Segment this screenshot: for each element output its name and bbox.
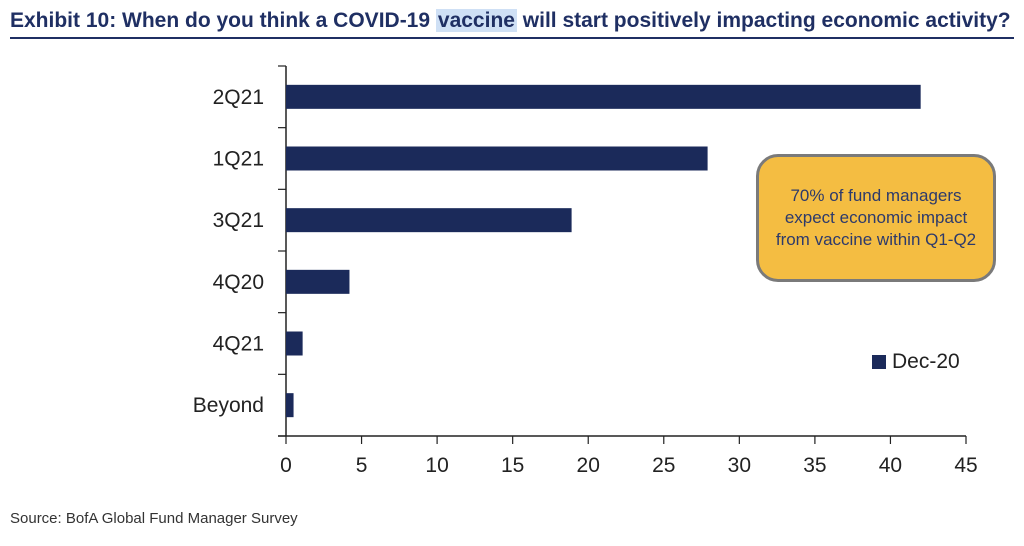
legend-swatch	[872, 355, 886, 369]
x-tick-label: 40	[879, 454, 902, 477]
category-label: 2Q21	[213, 86, 264, 109]
title-part-1: Exhibit 10: When do you think a COVID-19	[10, 9, 436, 32]
bar	[286, 146, 708, 171]
chart-title: Exhibit 10: When do you think a COVID-19…	[10, 4, 1014, 38]
title-highlight: vaccine	[435, 9, 517, 32]
bar	[286, 208, 572, 233]
x-tick-label: 20	[577, 454, 600, 477]
category-label: 4Q20	[213, 271, 264, 294]
x-tick-label: 0	[280, 454, 292, 477]
title-part-2: will start positively impacting economic…	[516, 9, 1011, 32]
category-label: 4Q21	[213, 333, 264, 356]
bar	[286, 393, 294, 418]
category-label: 3Q21	[213, 209, 264, 232]
bar	[286, 84, 921, 109]
x-tick-label: 35	[803, 454, 826, 477]
x-tick-label: 10	[425, 454, 448, 477]
source-note: Source: BofA Global Fund Manager Survey	[10, 510, 298, 527]
x-tick-label: 5	[356, 454, 368, 477]
bar	[286, 331, 303, 356]
bar	[286, 269, 350, 294]
x-tick-label: 30	[728, 454, 751, 477]
callout-box: 70% of fund managers expect economic imp…	[756, 154, 996, 282]
x-tick-label: 25	[652, 454, 675, 477]
legend: Dec-20	[872, 348, 960, 376]
category-label: 1Q21	[213, 148, 264, 171]
x-tick-label: 15	[501, 454, 524, 477]
callout-text: 70% of fund managers expect economic imp…	[775, 186, 977, 249]
title-rule	[10, 37, 1014, 39]
category-label: Beyond	[193, 394, 264, 417]
x-tick-label: 45	[954, 454, 977, 477]
legend-label: Dec-20	[892, 350, 960, 373]
